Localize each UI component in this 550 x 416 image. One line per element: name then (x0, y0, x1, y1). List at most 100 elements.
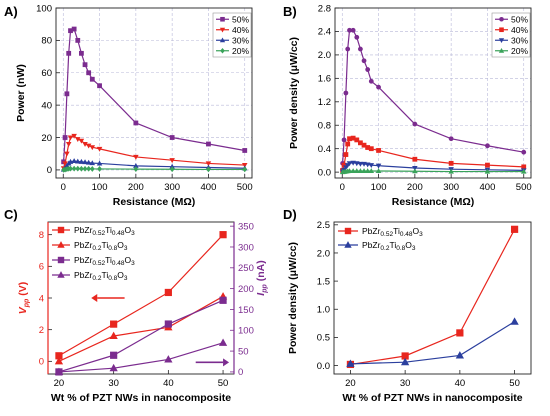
data-point (71, 165, 77, 172)
data-point (85, 143, 92, 149)
data-point (354, 168, 360, 174)
y-tick-label: 1.0 (317, 305, 330, 316)
x-tick-label: 400 (480, 182, 496, 193)
series-line (58, 295, 224, 362)
data-point (364, 168, 371, 174)
chart-panel-c: C) 20 30 40 50 0 2 4 6 8 0 50 100 150 200 250 300 350 Wt %… (4, 207, 269, 404)
y-tick-label: 20 (41, 133, 52, 144)
data-point (455, 351, 465, 359)
data-point (54, 367, 64, 375)
arrow-head (223, 358, 230, 367)
y-tick-label: 40 (41, 100, 52, 111)
data-point (354, 137, 360, 143)
x-tick-label: 50 (218, 378, 229, 389)
data-point (78, 138, 85, 144)
legend-marker (344, 241, 352, 248)
data-point (79, 165, 84, 172)
arrow-head (91, 294, 98, 302)
series-3 (54, 338, 228, 375)
data-point (97, 166, 102, 172)
series-line (63, 28, 245, 162)
data-point (412, 168, 418, 174)
data-point (133, 162, 139, 168)
y-right-axis-title: Ipp (nA) (255, 260, 269, 295)
data-point (164, 355, 173, 363)
legend-label: PbZr0.2Ti0.8O3 (362, 240, 416, 252)
data-point (357, 161, 364, 167)
series-line (350, 321, 515, 365)
x-tick-label: 100 (371, 182, 387, 193)
y-tick-label: 60 (41, 68, 52, 79)
y-tick-label: 0.4 (318, 144, 331, 155)
legend-marker (219, 37, 226, 43)
data-point (169, 163, 175, 169)
y-axis-title: Power density (μW/cc) (287, 242, 299, 354)
x-tick-label: 200 (128, 182, 144, 193)
y-right-tick-label: 100 (238, 326, 254, 337)
legend-label: 30% (232, 35, 249, 45)
legend-label: PbZr0.2Ti0.8O3 (74, 270, 128, 282)
data-point (206, 141, 211, 147)
data-point (110, 351, 118, 359)
data-point (85, 159, 92, 165)
x-tick-label: 500 (237, 182, 253, 193)
data-point (485, 162, 490, 168)
data-point (521, 164, 527, 170)
legend-marker (57, 256, 65, 264)
legend-label: PbZr0.2Ti0.8O3 (74, 240, 128, 252)
data-point (75, 165, 81, 172)
x-tick-label: 20 (345, 378, 356, 389)
data-point (89, 166, 95, 172)
data-point (164, 320, 172, 328)
legend-marker (344, 227, 352, 235)
x-axis-title: Wt % of PZT NWs in nanocomposite (51, 392, 231, 404)
legend: 50%40%30%20% (212, 12, 252, 58)
y-tick-label: 2.0 (318, 50, 331, 61)
data-point (343, 152, 349, 157)
y-tick-label: 8 (39, 230, 44, 241)
y-tick-label: 2 (39, 325, 44, 336)
y-right-tick-label: 250 (238, 263, 254, 274)
axis-arrow-right (195, 358, 230, 367)
series-0 (340, 27, 527, 166)
legend-label: 40% (511, 25, 528, 35)
legend-label: 20% (511, 46, 528, 56)
data-point (164, 288, 172, 297)
series-3 (61, 165, 248, 173)
series-0 (55, 231, 227, 360)
data-point (89, 145, 96, 151)
panel-label: D) (283, 207, 297, 222)
axis-arrow-left (91, 294, 125, 302)
data-point (82, 141, 88, 147)
data-point (358, 46, 363, 52)
data-point (376, 84, 381, 90)
data-point (68, 165, 73, 172)
series-2 (339, 160, 527, 175)
data-point (448, 136, 454, 142)
data-point (71, 133, 77, 139)
data-point (133, 166, 139, 172)
data-point (82, 62, 88, 68)
x-tick-label: 50 (509, 378, 520, 389)
data-point (343, 90, 349, 96)
x-tick-label: 400 (201, 182, 217, 193)
data-point (55, 352, 63, 360)
data-point (62, 135, 68, 140)
data-point (368, 168, 375, 174)
plot-frame (55, 7, 253, 179)
data-point (71, 158, 77, 164)
data-point (368, 146, 374, 152)
y-tick-label: 2.0 (317, 248, 330, 259)
data-point (345, 46, 351, 52)
legend-marker (498, 47, 505, 53)
series-2 (60, 158, 248, 172)
data-point (412, 121, 418, 127)
panel-label: C) (4, 207, 18, 222)
x-tick-label: 300 (164, 182, 180, 193)
data-point (510, 317, 519, 325)
data-point (169, 166, 175, 173)
data-point (82, 165, 88, 172)
legend-box (212, 12, 252, 58)
legend-marker (499, 27, 504, 33)
plot-frame (333, 221, 532, 375)
